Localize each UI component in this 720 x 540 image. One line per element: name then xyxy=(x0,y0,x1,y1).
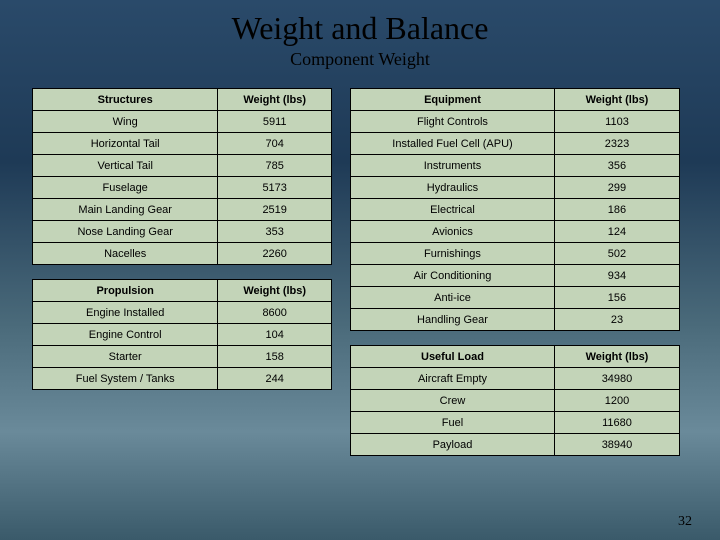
table-row: Nacelles2260 xyxy=(33,243,332,265)
cell-label: Avionics xyxy=(351,221,555,243)
cell-value: 2519 xyxy=(218,199,332,221)
table-row: Wing5911 xyxy=(33,111,332,133)
cell-value: 104 xyxy=(218,324,332,346)
table-header-cell: Weight (lbs) xyxy=(218,89,332,111)
cell-label: Hydraulics xyxy=(351,177,555,199)
cell-label: Fuel System / Tanks xyxy=(33,368,218,390)
table-row: Fuel11680 xyxy=(351,412,680,434)
table-row: Starter158 xyxy=(33,346,332,368)
slide-header: Weight and Balance Component Weight xyxy=(0,0,720,70)
table-header-cell: Equipment xyxy=(351,89,555,111)
cell-label: Nacelles xyxy=(33,243,218,265)
cell-label: Fuselage xyxy=(33,177,218,199)
cell-value: 8600 xyxy=(218,302,332,324)
cell-value: 5911 xyxy=(218,111,332,133)
cell-value: 2323 xyxy=(554,133,679,155)
table-row: Flight Controls1103 xyxy=(351,111,680,133)
cell-label: Engine Installed xyxy=(33,302,218,324)
cell-value: 299 xyxy=(554,177,679,199)
cell-value: 5173 xyxy=(218,177,332,199)
cell-value: 11680 xyxy=(554,412,679,434)
cell-label: Fuel xyxy=(351,412,555,434)
table-row: Crew1200 xyxy=(351,390,680,412)
table-header-cell: Weight (lbs) xyxy=(554,89,679,111)
cell-value: 704 xyxy=(218,133,332,155)
table-row: Instruments356 xyxy=(351,155,680,177)
table-row: Engine Installed8600 xyxy=(33,302,332,324)
cell-label: Starter xyxy=(33,346,218,368)
equipment-table: Equipment Weight (lbs) Flight Controls11… xyxy=(350,88,680,331)
table-header-row: Equipment Weight (lbs) xyxy=(351,89,680,111)
cell-label: Handling Gear xyxy=(351,309,555,331)
table-row: Payload38940 xyxy=(351,434,680,456)
cell-label: Payload xyxy=(351,434,555,456)
cell-label: Crew xyxy=(351,390,555,412)
cell-label: Electrical xyxy=(351,199,555,221)
table-header-row: Useful Load Weight (lbs) xyxy=(351,346,680,368)
cell-label: Wing xyxy=(33,111,218,133)
propulsion-table: Propulsion Weight (lbs) Engine Installed… xyxy=(32,279,332,390)
cell-label: Air Conditioning xyxy=(351,265,555,287)
cell-value: 502 xyxy=(554,243,679,265)
table-row: Hydraulics299 xyxy=(351,177,680,199)
table-row: Avionics124 xyxy=(351,221,680,243)
cell-value: 1103 xyxy=(554,111,679,133)
cell-label: Main Landing Gear xyxy=(33,199,218,221)
structures-table: Structures Weight (lbs) Wing5911 Horizon… xyxy=(32,88,332,265)
cell-label: Nose Landing Gear xyxy=(33,221,218,243)
cell-label: Engine Control xyxy=(33,324,218,346)
slide-subtitle: Component Weight xyxy=(0,49,720,70)
cell-value: 158 xyxy=(218,346,332,368)
cell-label: Aircraft Empty xyxy=(351,368,555,390)
table-row: Fuselage5173 xyxy=(33,177,332,199)
table-row: Nose Landing Gear353 xyxy=(33,221,332,243)
table-row: Aircraft Empty34980 xyxy=(351,368,680,390)
table-row: Furnishings502 xyxy=(351,243,680,265)
table-row: Vertical Tail785 xyxy=(33,155,332,177)
cell-value: 2260 xyxy=(218,243,332,265)
cell-label: Installed Fuel Cell (APU) xyxy=(351,133,555,155)
table-header-row: Propulsion Weight (lbs) xyxy=(33,280,332,302)
table-row: Horizontal Tail704 xyxy=(33,133,332,155)
cell-label: Flight Controls xyxy=(351,111,555,133)
table-header-row: Structures Weight (lbs) xyxy=(33,89,332,111)
table-row: Engine Control104 xyxy=(33,324,332,346)
cell-value: 356 xyxy=(554,155,679,177)
cell-value: 186 xyxy=(554,199,679,221)
cell-value: 124 xyxy=(554,221,679,243)
cell-label: Anti-ice xyxy=(351,287,555,309)
cell-value: 23 xyxy=(554,309,679,331)
table-header-cell: Structures xyxy=(33,89,218,111)
table-header-cell: Propulsion xyxy=(33,280,218,302)
table-row: Electrical186 xyxy=(351,199,680,221)
cell-value: 34980 xyxy=(554,368,679,390)
cell-value: 934 xyxy=(554,265,679,287)
table-row: Anti-ice156 xyxy=(351,287,680,309)
cell-value: 785 xyxy=(218,155,332,177)
cell-value: 244 xyxy=(218,368,332,390)
right-column: Equipment Weight (lbs) Flight Controls11… xyxy=(350,88,680,456)
useful-load-table: Useful Load Weight (lbs) Aircraft Empty3… xyxy=(350,345,680,456)
slide-number: 32 xyxy=(678,514,692,530)
table-header-cell: Weight (lbs) xyxy=(554,346,679,368)
table-header-cell: Useful Load xyxy=(351,346,555,368)
cell-value: 1200 xyxy=(554,390,679,412)
table-row: Main Landing Gear2519 xyxy=(33,199,332,221)
left-column: Structures Weight (lbs) Wing5911 Horizon… xyxy=(32,88,332,456)
table-row: Handling Gear23 xyxy=(351,309,680,331)
slide-title: Weight and Balance xyxy=(0,10,720,47)
cell-label: Instruments xyxy=(351,155,555,177)
table-row: Installed Fuel Cell (APU)2323 xyxy=(351,133,680,155)
cell-label: Furnishings xyxy=(351,243,555,265)
table-header-cell: Weight (lbs) xyxy=(218,280,332,302)
cell-value: 156 xyxy=(554,287,679,309)
cell-label: Vertical Tail xyxy=(33,155,218,177)
cell-value: 353 xyxy=(218,221,332,243)
table-row: Fuel System / Tanks244 xyxy=(33,368,332,390)
table-row: Air Conditioning934 xyxy=(351,265,680,287)
cell-value: 38940 xyxy=(554,434,679,456)
content-area: Structures Weight (lbs) Wing5911 Horizon… xyxy=(0,70,720,456)
cell-label: Horizontal Tail xyxy=(33,133,218,155)
